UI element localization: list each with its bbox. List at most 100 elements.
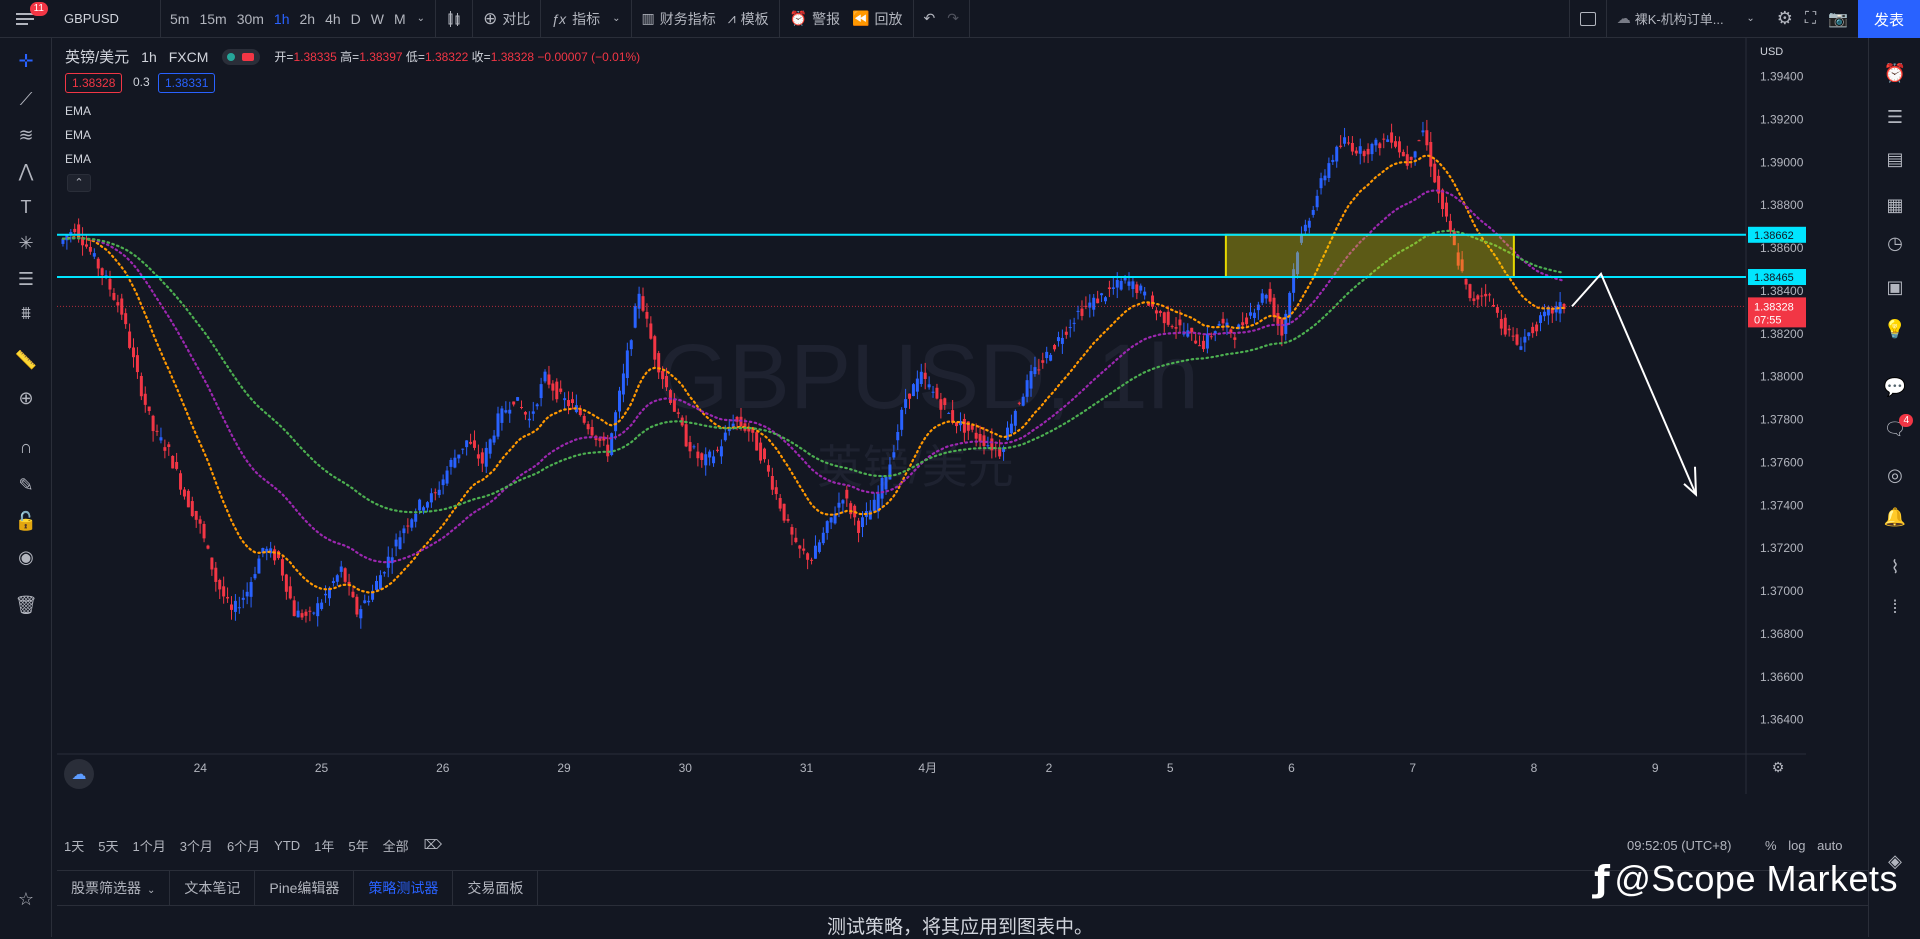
logo-button[interactable]: ☁ xyxy=(64,759,94,789)
symbol-title[interactable]: 英镑/美元 xyxy=(65,49,130,66)
undo-button[interactable]: ↶ xyxy=(918,0,942,38)
patterns-icon[interactable]: ⩩ xyxy=(21,302,31,323)
data-window-icon[interactable]: ▦ xyxy=(1886,194,1904,215)
timeframe-1h[interactable]: 1h xyxy=(273,10,290,27)
indicators-button[interactable]: ƒx 指标 ⌄ xyxy=(545,0,626,38)
notifications-icon[interactable]: 🔔 xyxy=(1883,506,1907,527)
trading-icon[interactable]: ⌇ xyxy=(1890,556,1900,577)
ema-label-2[interactable]: EMA xyxy=(65,128,92,142)
candle-body xyxy=(1190,327,1194,332)
layout-name[interactable]: ☁ 裸K-机构订单... ⌄ xyxy=(1611,0,1761,38)
range-5[interactable]: YTD xyxy=(274,837,301,853)
range-1[interactable]: 5天 xyxy=(98,838,119,854)
ruler-icon[interactable]: 📏 xyxy=(14,349,38,370)
log-scale-toggle[interactable]: log xyxy=(1788,838,1806,853)
ema-label-1[interactable]: EMA xyxy=(65,104,92,118)
news-icon[interactable]: ▤ xyxy=(1886,148,1904,169)
price-chart[interactable]: GBPUSD, 1h 英镑/美元 USD 1.39400 1.39200 1.39000 1… xyxy=(57,38,1806,794)
alerts-button[interactable]: ⏰ 警报 xyxy=(784,0,846,38)
candle-body xyxy=(1444,202,1448,217)
timeframe-15m[interactable]: 15m xyxy=(199,10,227,27)
ema-purple-line[interactable] xyxy=(61,189,1566,564)
lock-icon[interactable]: 🔓 xyxy=(14,510,38,531)
redo-button[interactable]: ↷ xyxy=(941,0,965,38)
clock-icon[interactable]: ◷ xyxy=(1887,232,1903,253)
ema-label-3[interactable]: EMA xyxy=(65,152,92,166)
timeframe-5m[interactable]: 5m xyxy=(170,10,190,27)
text-icon[interactable]: T xyxy=(20,196,32,217)
timeframe-D[interactable]: D xyxy=(350,10,361,27)
collapse-legend-button[interactable]: ⌃ xyxy=(67,174,91,192)
compare-button[interactable]: ⊕ 对比 xyxy=(477,0,536,38)
eye-icon[interactable]: ◉ xyxy=(18,546,34,567)
buy-price-box[interactable]: 1.38331 xyxy=(158,73,216,93)
layout-select-button[interactable] xyxy=(1574,0,1602,38)
forecast-arrow-line[interactable] xyxy=(1571,271,1697,496)
tab-stock-screener[interactable]: 股票筛选器 ⌄ xyxy=(57,870,171,906)
chevron-down-icon[interactable]: ⌄ xyxy=(416,13,426,24)
chart-type-button[interactable] xyxy=(440,0,468,38)
layers-icon[interactable]: ◈ xyxy=(1888,850,1902,871)
publish-button[interactable]: 发表 xyxy=(1858,0,1920,38)
messages-icon[interactable]: 🗨 4 xyxy=(1869,412,1920,446)
timeframe-4h[interactable]: 4h xyxy=(325,10,341,27)
fullscreen-button[interactable]: ⛶ xyxy=(1799,0,1822,38)
tab-strategy-tester[interactable]: 策略测试器 xyxy=(354,870,454,906)
settings-button[interactable]: ⚙ xyxy=(1771,0,1799,38)
fib-icon[interactable]: ≋ xyxy=(18,124,34,145)
crosshair-icon[interactable]: ✛ xyxy=(18,50,34,71)
widget-bar: ⏰ ☰ ▤ ▦ ◷ ▣ 💡 💬 🗨 4 ◎ 🔔 ⌇ ⁞ ◈ xyxy=(1868,38,1920,937)
timeframe-2h[interactable]: 2h xyxy=(299,10,316,27)
timeframe-W[interactable]: W xyxy=(370,10,384,27)
axis-settings-icon[interactable]: ⚙ xyxy=(1772,759,1785,775)
pattern-icon[interactable]: ⋀ xyxy=(18,160,34,181)
ema-orange-line[interactable] xyxy=(61,154,1566,594)
candle-body xyxy=(1339,145,1343,147)
candle-body xyxy=(1103,297,1107,302)
main-menu-button[interactable]: 11 xyxy=(0,0,50,38)
candle-body xyxy=(884,476,888,490)
range-4[interactable]: 6个月 xyxy=(226,838,261,854)
ema-green-line[interactable] xyxy=(61,229,1566,514)
symbol-search[interactable]: GBPUSD xyxy=(64,11,119,26)
calendar-icon[interactable]: ▣ xyxy=(1886,276,1904,297)
star-icon[interactable]: ☆ xyxy=(17,888,35,909)
tab-text-notes[interactable]: 文本笔记 xyxy=(170,870,256,906)
forecast-icon[interactable]: ☰ xyxy=(17,268,35,289)
trash-icon[interactable]: 🗑 xyxy=(14,594,38,615)
path-icon[interactable]: ✳ xyxy=(18,232,34,253)
chat-icon[interactable]: 💬 xyxy=(1883,376,1907,397)
range-0[interactable]: 1天 xyxy=(64,838,85,854)
tab-trading-panel[interactable]: 交易面板 xyxy=(453,870,539,906)
magnet-icon[interactable]: ∩ xyxy=(19,436,33,457)
percent-scale-toggle[interactable]: % xyxy=(1765,838,1777,853)
zoom-in-icon[interactable]: ⊕ xyxy=(18,387,34,408)
trend-line-icon[interactable]: ⟋ xyxy=(19,88,33,109)
ideas-icon[interactable]: 💡 xyxy=(1883,318,1907,339)
goto-date-icon[interactable]: ⌦ xyxy=(423,837,443,852)
candle-body xyxy=(1221,318,1225,324)
replay-button[interactable]: ⏪ 回放 xyxy=(846,0,908,38)
alarm-clock-icon[interactable]: ⏰ xyxy=(1883,62,1907,83)
range-7[interactable]: 5年 xyxy=(348,838,369,854)
range-2[interactable]: 1个月 xyxy=(132,838,166,854)
sell-price-box[interactable]: 1.38328 xyxy=(65,73,123,93)
visibility-toggle[interactable] xyxy=(222,48,261,65)
tab-pine-editor[interactable]: Pine编辑器 xyxy=(255,870,355,906)
dom-icon[interactable]: ⁞ xyxy=(1892,596,1898,617)
range-3[interactable]: 3个月 xyxy=(179,838,213,854)
streams-icon[interactable]: ◎ xyxy=(1887,464,1903,485)
clock-readout[interactable]: 09:52:05 (UTC+8) xyxy=(1627,838,1732,853)
templates-button[interactable]: ⩘ 模板 xyxy=(722,0,775,38)
financials-button[interactable]: ▥ 财务指标 xyxy=(636,0,722,38)
timeframe-30m[interactable]: 30m xyxy=(236,10,264,27)
range-8[interactable]: 全部 xyxy=(382,838,409,854)
pencil-lock-icon[interactable]: ✎ xyxy=(18,474,34,495)
watchlist-icon[interactable]: ☰ xyxy=(1886,106,1904,127)
candle-body xyxy=(559,388,563,392)
auto-scale-toggle[interactable]: auto xyxy=(1817,838,1843,853)
snapshot-button[interactable]: 📷 xyxy=(1822,0,1854,38)
timeframe-M[interactable]: M xyxy=(394,10,406,27)
supply-zone[interactable] xyxy=(1224,233,1515,279)
range-6[interactable]: 1年 xyxy=(314,838,335,854)
